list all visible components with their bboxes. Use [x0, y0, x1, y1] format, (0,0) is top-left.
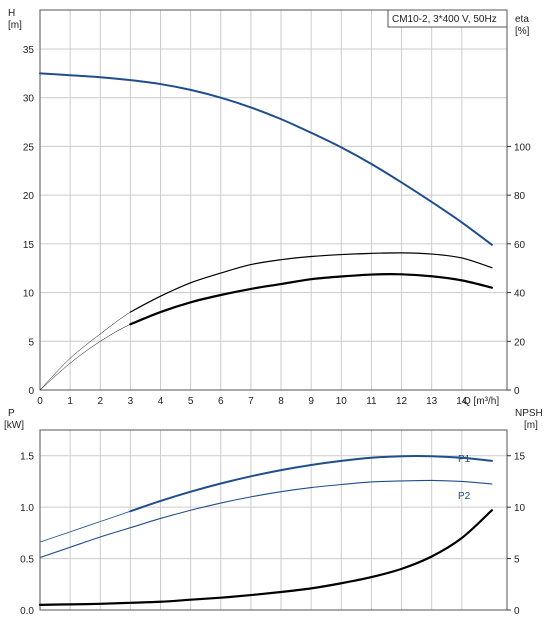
eta-curve-lower-extrapolated	[39, 273, 492, 391]
legend-box-text: CM10-2, 3*400 V, 50Hz	[392, 14, 497, 25]
left-tick-label: 20	[23, 191, 35, 202]
right-tick-label: 0	[514, 386, 520, 397]
top-plot-grid	[39, 10, 507, 391]
right-tick-label: 60	[514, 240, 526, 251]
p2-curve	[39, 479, 493, 559]
eta-axis-label: eta	[515, 14, 529, 25]
eta-curve-lower	[129, 273, 494, 326]
flow-axis-label: Q [m³/h]	[463, 396, 499, 407]
right-tick-label: 80	[514, 191, 526, 202]
x-tick-label: 2	[97, 396, 103, 407]
right-tick-label: 40	[514, 289, 526, 300]
eta-axis-unit: [%]	[515, 26, 530, 37]
p2-series-label: P2	[458, 491, 471, 502]
x-tick-label: 12	[396, 396, 408, 407]
left-tick-label: 5	[28, 337, 34, 348]
head-axis-label: H	[8, 8, 15, 19]
bottom-plot-frame	[39, 429, 508, 611]
p1-series-label: P1	[458, 454, 471, 465]
right-tick-label: 100	[514, 142, 531, 153]
x-tick-label: 4	[158, 396, 164, 407]
left-tick-label: 25	[23, 142, 35, 153]
left-tick-label: 30	[23, 94, 35, 105]
left-tick-label: 15	[23, 240, 35, 251]
p1-curve	[129, 455, 493, 513]
legend-box-frame	[387, 9, 508, 28]
bottom-plot-curves	[38, 455, 494, 606]
npsh-axis-unit: [m]	[524, 420, 538, 431]
npsh-axis-label: NPSH	[515, 408, 543, 419]
top-plot-ticks: 0 1 2 3 4 5 6 7 8 9 10 11 12 13 1405101520253035020406…	[23, 45, 531, 407]
left-tick-label: 0.0	[20, 606, 34, 617]
head-axis-unit: [m]	[8, 20, 22, 31]
x-tick-label: 9	[308, 396, 314, 407]
x-tick-label: 5	[188, 396, 194, 407]
left-tick-label: 1.5	[20, 452, 34, 463]
right-tick-label: 0	[514, 606, 520, 617]
top-plot-curves	[39, 72, 494, 391]
left-tick-label: 10	[23, 289, 35, 300]
x-tick-label: 0	[37, 396, 43, 407]
right-tick-label: 5	[514, 555, 520, 566]
x-tick-label: 3	[128, 396, 134, 407]
p1-curve-extrapolated	[39, 455, 492, 543]
x-tick-label: 1	[67, 396, 73, 407]
x-tick-label: 13	[426, 396, 438, 407]
eta-curve-upper-extrapolated	[39, 252, 493, 391]
bottom-plot-ticks: 0.0 0.5 1.0 1.5 0 5 10 15	[20, 452, 525, 617]
left-tick-label: 0	[28, 386, 34, 397]
x-tick-label: 8	[278, 396, 284, 407]
npsh-curve	[38, 509, 494, 606]
x-tick-label: 11	[366, 396, 377, 407]
x-tick-label: 14	[456, 396, 468, 407]
power-axis-label: P	[8, 408, 15, 419]
x-tick-label: 10	[336, 396, 348, 407]
eta-curve-upper	[129, 252, 493, 313]
head-curve	[39, 72, 493, 246]
left-tick-label: 1.0	[20, 503, 34, 514]
left-tick-label: 35	[23, 45, 35, 56]
left-tick-label: 0.5	[20, 555, 34, 566]
right-tick-label: 20	[514, 337, 526, 348]
right-tick-label: 10	[514, 503, 526, 514]
power-axis-unit: [kW]	[4, 420, 24, 431]
x-tick-label: 7	[248, 396, 254, 407]
x-tick-label: 6	[218, 396, 224, 407]
top-plot-frame	[39, 9, 508, 391]
right-tick-label: 15	[514, 452, 526, 463]
